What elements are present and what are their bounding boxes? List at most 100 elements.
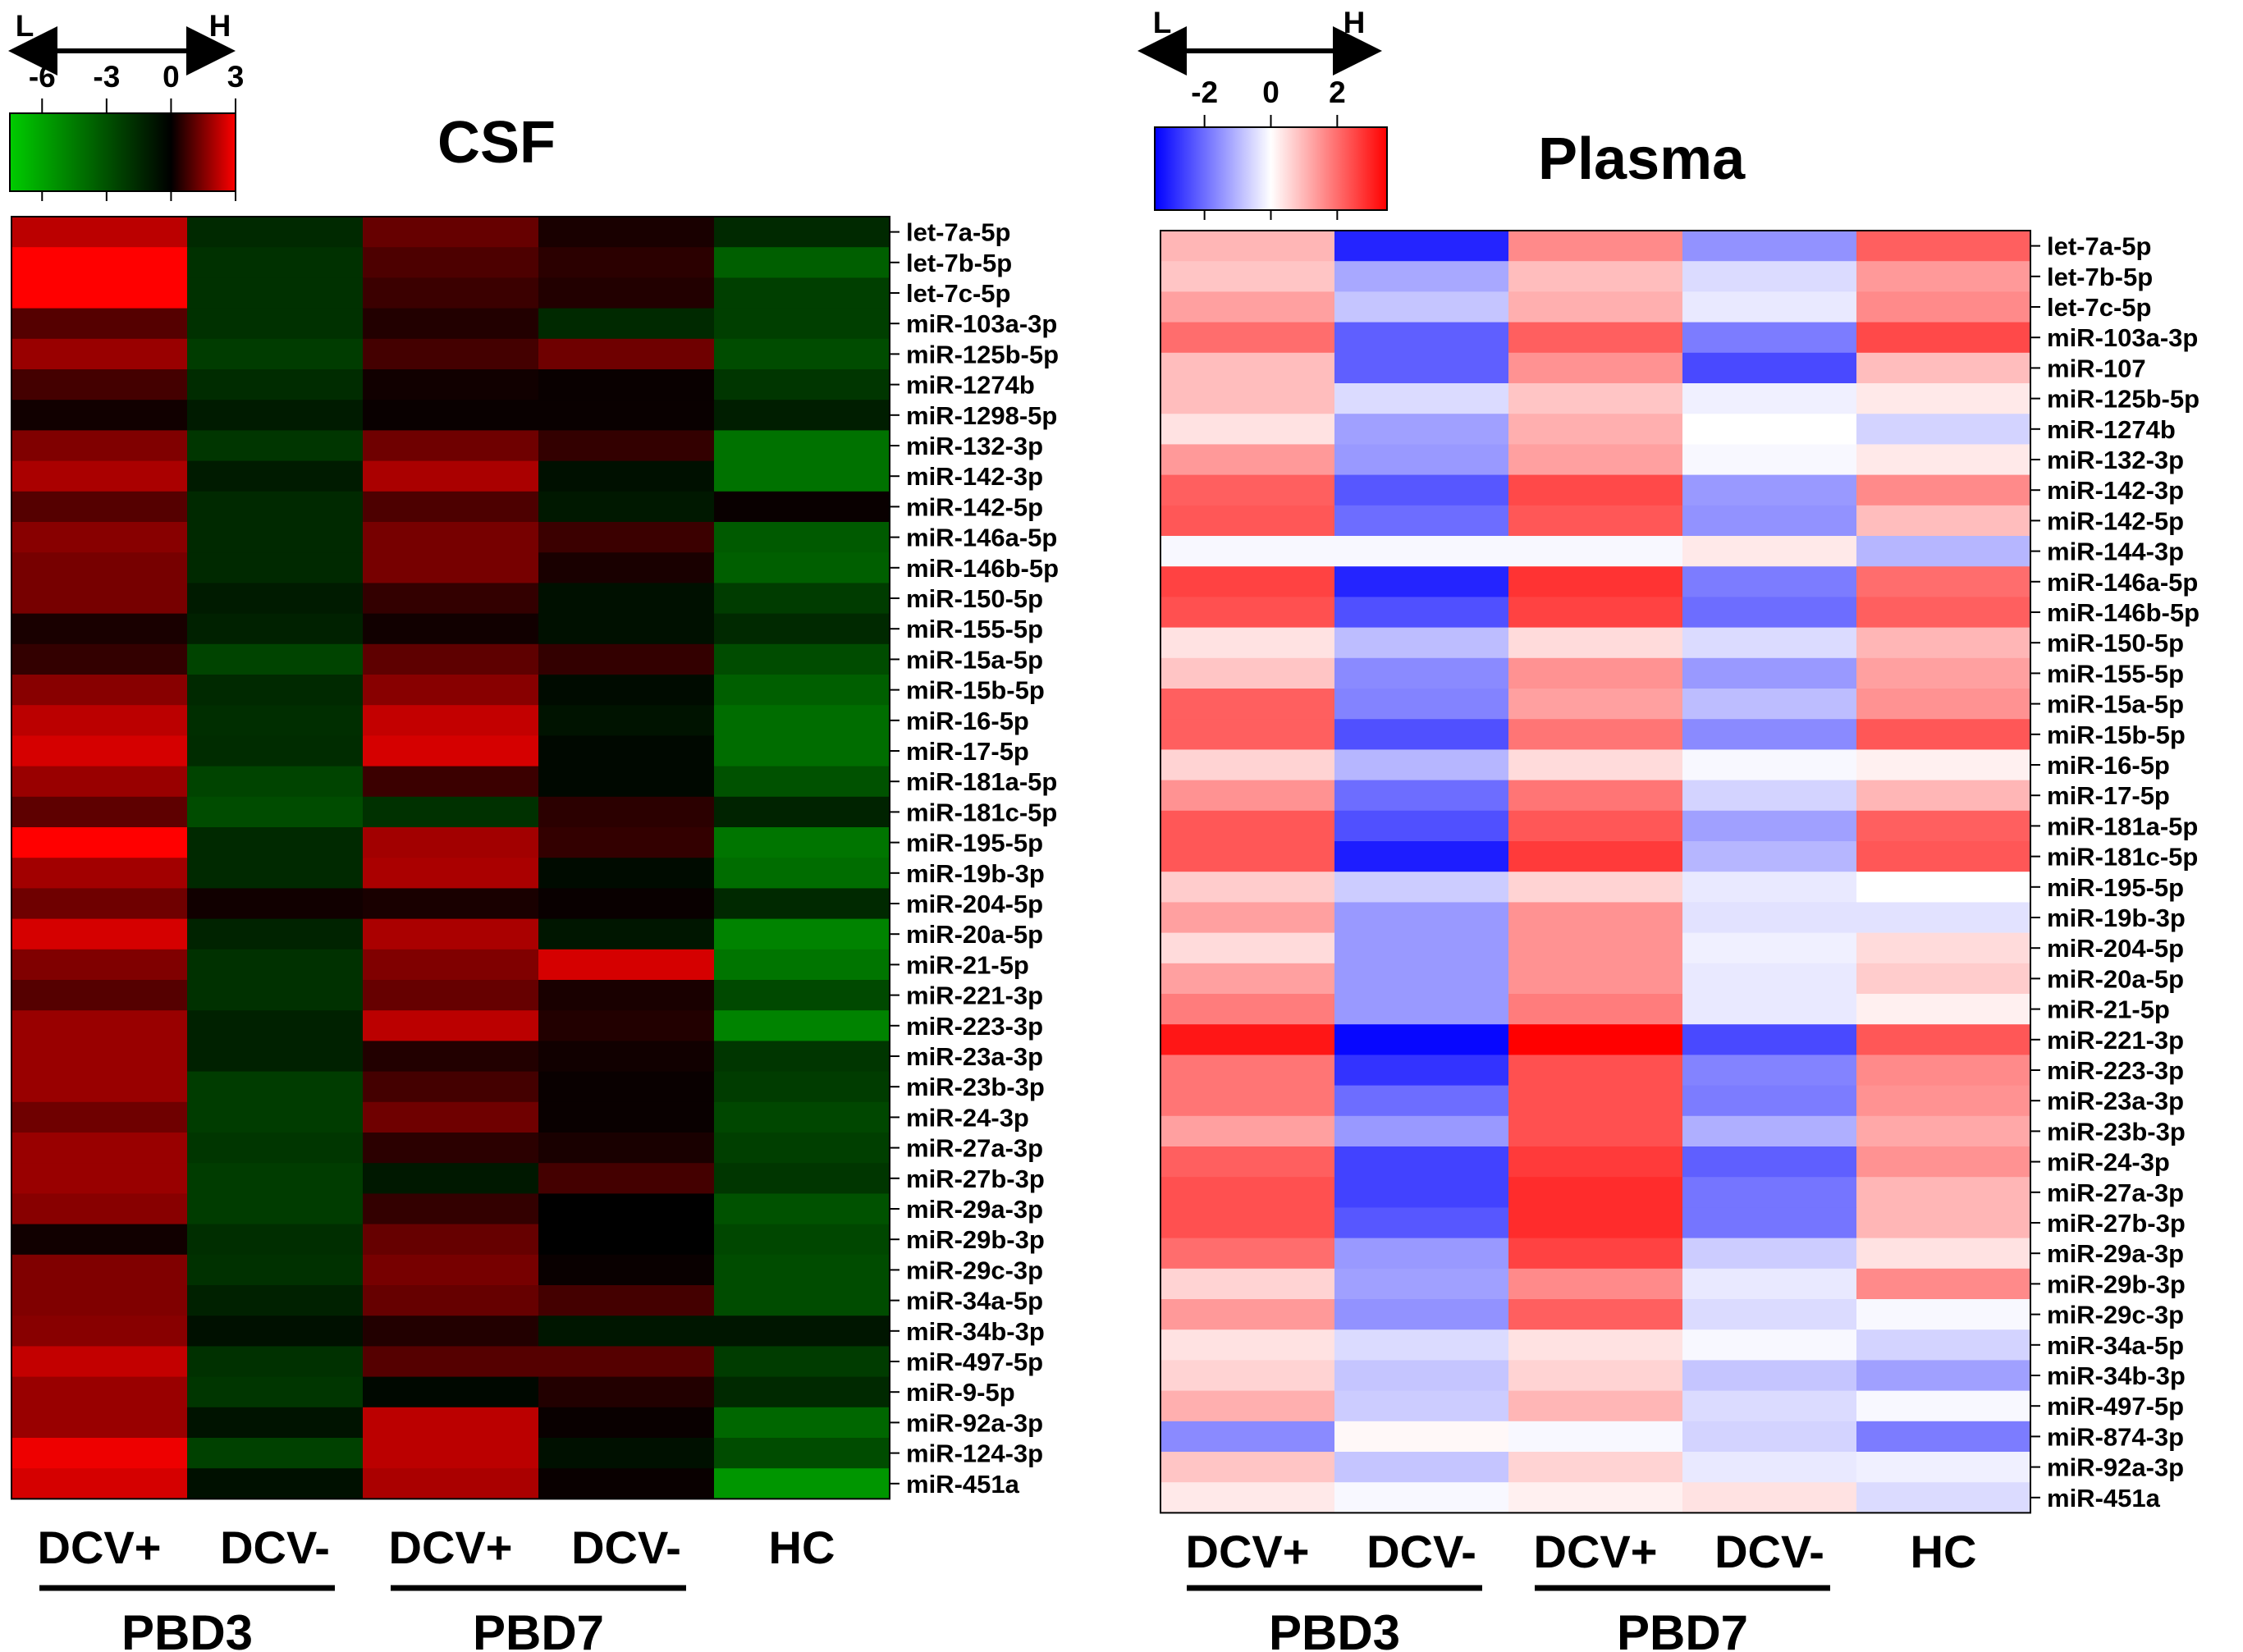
- csf-cell-28-2: [363, 1071, 539, 1103]
- plasma-cell-32-1: [1334, 1207, 1509, 1239]
- csf-cell-8-0: [11, 460, 188, 492]
- csf-cell-30-2: [363, 1133, 539, 1164]
- csf-cell-13-3: [538, 613, 715, 645]
- plasma-cell-16-4: [1856, 719, 2031, 750]
- plasma-cell-32-3: [1682, 1207, 1857, 1239]
- csf-cell-16-4: [714, 705, 890, 736]
- plasma-cell-37-0: [1160, 1360, 1335, 1392]
- csf-cell-3-4: [714, 308, 890, 340]
- csf-cell-5-4: [714, 369, 890, 400]
- csf-cell-28-3: [538, 1071, 715, 1103]
- plasma-column-label: DCV-: [1366, 1526, 1476, 1577]
- plasma-row-label: miR-223-3p: [2047, 1056, 2184, 1085]
- plasma-cell-29-4: [1856, 1115, 2031, 1147]
- csf-cell-39-1: [187, 1407, 364, 1439]
- plasma-row-label: miR-204-5p: [2047, 934, 2184, 963]
- csf-cell-12-4: [714, 583, 890, 615]
- csf-cell-12-2: [363, 583, 539, 615]
- csf-cell-19-4: [714, 796, 890, 828]
- plasma-cell-1-1: [1334, 261, 1509, 292]
- plasma-cell-25-1: [1334, 994, 1509, 1025]
- csf-cell-41-2: [363, 1468, 539, 1499]
- plasma-cell-5-0: [1160, 383, 1335, 414]
- csf-cell-35-1: [187, 1285, 364, 1316]
- plasma-cell-9-3: [1682, 505, 1857, 537]
- csf-colorbar: [9, 112, 236, 192]
- csf-cell-23-0: [11, 918, 188, 950]
- plasma-cell-38-2: [1508, 1390, 1683, 1422]
- csf-cell-25-2: [363, 980, 539, 1011]
- plasma-row-label: miR-132-3p: [2047, 446, 2184, 474]
- plasma-cell-25-2: [1508, 994, 1683, 1025]
- csf-cell-19-3: [538, 796, 715, 828]
- csf-cell-22-2: [363, 888, 539, 920]
- plasma-cell-6-1: [1334, 414, 1509, 445]
- csf-row-label: miR-497-5p: [906, 1348, 1043, 1376]
- csf-cell-0-3: [538, 217, 715, 248]
- csf-cell-34-2: [363, 1254, 539, 1286]
- plasma-cell-0-2: [1508, 231, 1683, 262]
- csf-cell-5-2: [363, 369, 539, 400]
- csf-cell-31-0: [11, 1163, 188, 1194]
- plasma-row-label: miR-21-5p: [2047, 995, 2170, 1024]
- plasma-cell-15-1: [1334, 689, 1509, 720]
- csf-cell-38-2: [363, 1376, 539, 1408]
- csf-scale-ticks: -6 -3 0 3: [29, 60, 244, 201]
- csf-row-label: miR-132-3p: [906, 432, 1043, 460]
- plasma-row-label: miR-19b-3p: [2047, 904, 2186, 932]
- csf-row-label: miR-29b-3p: [906, 1225, 1045, 1254]
- plasma-cell-22-0: [1160, 902, 1335, 934]
- csf-heatmap-frame: [11, 216, 890, 1500]
- plasma-cell-35-2: [1508, 1299, 1683, 1330]
- csf-cell-14-0: [11, 643, 188, 675]
- csf-row-label: miR-451a: [906, 1470, 1020, 1499]
- plasma-cell-19-4: [1856, 810, 2031, 842]
- plasma-cell-26-4: [1856, 1024, 2031, 1055]
- csf-cell-20-1: [187, 827, 364, 858]
- plasma-cell-18-3: [1682, 780, 1857, 812]
- csf-cell-32-3: [538, 1193, 715, 1225]
- plasma-cell-8-4: [1856, 474, 2031, 506]
- plasma-cell-30-4: [1856, 1146, 2031, 1178]
- csf-cell-6-4: [714, 400, 890, 431]
- plasma-cell-25-4: [1856, 994, 2031, 1025]
- csf-cell-41-1: [187, 1468, 364, 1499]
- csf-cell-16-0: [11, 705, 188, 736]
- plasma-row-label: miR-34a-5p: [2047, 1331, 2184, 1360]
- csf-cell-6-3: [538, 400, 715, 431]
- plasma-cell-5-1: [1334, 383, 1509, 414]
- plasma-cell-11-0: [1160, 566, 1335, 597]
- plasma-cell-34-2: [1508, 1268, 1683, 1300]
- csf-row-label: miR-223-3p: [906, 1012, 1043, 1041]
- plasma-row-label: miR-221-3p: [2047, 1026, 2184, 1055]
- csf-cell-14-1: [187, 643, 364, 675]
- plasma-row-label: miR-146a-5p: [2047, 568, 2198, 597]
- csf-row-label: miR-1274b: [906, 371, 1035, 400]
- csf-cell-40-3: [538, 1438, 715, 1469]
- csf-cell-36-2: [363, 1316, 539, 1347]
- plasma-cell-24-4: [1856, 963, 2031, 995]
- plasma-cell-26-3: [1682, 1024, 1857, 1055]
- plasma-cell-5-3: [1682, 383, 1857, 414]
- plasma-cell-4-2: [1508, 352, 1683, 384]
- csf-cell-18-2: [363, 766, 539, 798]
- plasma-group-label: PBD7: [1617, 1605, 1748, 1652]
- csf-cell-3-1: [187, 308, 364, 340]
- plasma-cell-13-3: [1682, 627, 1857, 659]
- plasma-row-label: miR-125b-5p: [2047, 385, 2200, 414]
- plasma-cell-41-2: [1508, 1482, 1683, 1513]
- csf-cell-14-2: [363, 643, 539, 675]
- plasma-cell-23-4: [1856, 932, 2031, 964]
- csf-cell-8-2: [363, 460, 539, 492]
- plasma-cell-27-0: [1160, 1055, 1335, 1087]
- csf-cell-1-2: [363, 247, 539, 278]
- plasma-row-label: miR-34b-3p: [2047, 1361, 2186, 1390]
- csf-cell-35-4: [714, 1285, 890, 1316]
- plasma-cell-4-0: [1160, 352, 1335, 384]
- csf-row-label: miR-92a-3p: [906, 1408, 1043, 1437]
- plasma-cell-21-1: [1334, 872, 1509, 903]
- csf-cell-36-3: [538, 1316, 715, 1347]
- csf-cell-13-2: [363, 613, 539, 645]
- csf-cell-24-2: [363, 949, 539, 981]
- csf-cell-21-4: [714, 858, 890, 889]
